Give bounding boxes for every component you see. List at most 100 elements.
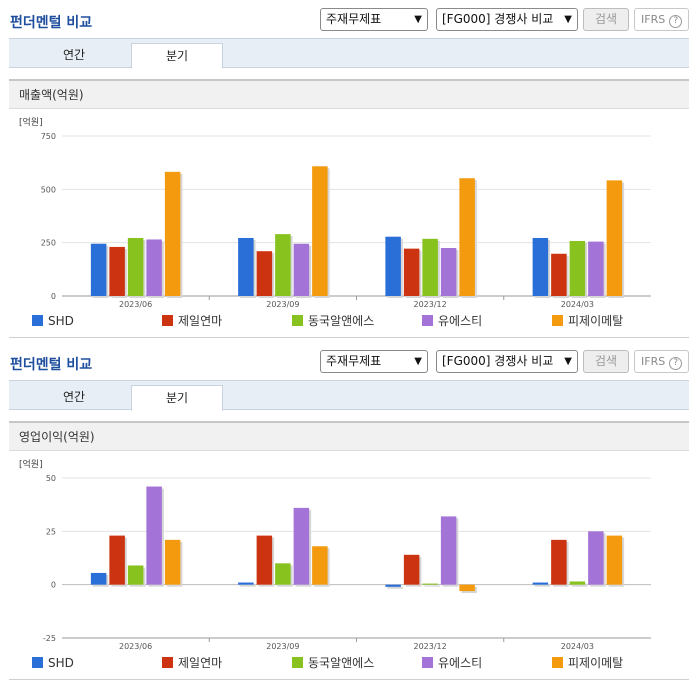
divider	[9, 679, 689, 680]
bar	[256, 251, 273, 296]
bar	[164, 171, 181, 296]
legend-swatch	[292, 657, 303, 668]
legend-label: 제일연마	[178, 656, 223, 670]
ifrs-label: IFRS	[641, 13, 666, 26]
bar	[256, 535, 273, 585]
panel-title: 펀더멘털 비교	[10, 15, 93, 31]
bar	[146, 239, 162, 296]
ifrs-button[interactable]: IFRS?	[634, 8, 689, 31]
tab-annual[interactable]: 연간	[62, 48, 86, 62]
bar-shadow	[571, 583, 588, 587]
bar	[588, 241, 604, 296]
legend-swatch	[422, 315, 433, 326]
ifrs-button[interactable]: IFRS?	[634, 350, 689, 373]
panel-title: 펀더멘털 비교	[10, 357, 93, 373]
bar	[403, 248, 420, 296]
operating-profit-bar-chart: [억원] -25 0 25 50 2023/06 2023/09 2023/12 2024/03	[19, 458, 651, 651]
y-tick-label: 750	[41, 132, 56, 141]
legend-item[interactable]: 동국알앤에스	[292, 655, 374, 671]
x-tick-label: 2024/03	[561, 642, 594, 651]
legend-label: SHD	[48, 314, 74, 328]
y-tick-label: 250	[41, 239, 56, 248]
legend-swatch	[292, 315, 303, 326]
bar	[275, 563, 291, 585]
bar	[422, 583, 438, 585]
x-tick-label: 2023/09	[266, 642, 299, 651]
chart-legend: SHD 제일연마 동국알앤에스 유에스티 피제이메탈	[32, 313, 692, 329]
search-button[interactable]: 검색	[583, 8, 629, 31]
x-tick-label: 2023/12	[414, 300, 447, 309]
legend-item[interactable]: 제일연마	[162, 313, 222, 329]
help-icon: ?	[669, 357, 683, 370]
legend-label: 피제이메탈	[568, 314, 624, 328]
bar-shadow	[424, 585, 440, 587]
legend-label: 동국알앤에스	[308, 314, 375, 328]
x-tick-label: 2023/12	[414, 642, 447, 651]
legend-swatch	[422, 657, 433, 668]
bar-shadow	[240, 584, 256, 587]
bar	[127, 565, 144, 585]
bar	[238, 582, 254, 585]
bar	[532, 237, 549, 296]
bar	[90, 572, 107, 585]
tab-quarterly[interactable]: 분기	[131, 43, 223, 69]
peer-select[interactable]: [FG000] 경쟁사 비교 ▼	[436, 8, 578, 31]
unit-label: [억원]	[19, 116, 43, 128]
divider	[9, 337, 689, 338]
bar	[127, 237, 144, 296]
legend-item[interactable]: 제일연마	[162, 655, 222, 671]
chevron-down-icon: ▼	[414, 356, 422, 367]
legend-label: 유에스티	[438, 314, 483, 328]
section-title: 영업이익(억원)	[9, 421, 689, 451]
y-tick-label: 25	[46, 527, 56, 536]
section-title: 매출액(억원)	[9, 79, 689, 109]
legend-item[interactable]: 유에스티	[422, 313, 482, 329]
legend-swatch	[162, 657, 173, 668]
bar	[146, 486, 162, 585]
y-tick-label: 0	[51, 292, 56, 301]
bar	[606, 535, 623, 585]
bar	[385, 584, 401, 587]
bar	[588, 531, 604, 585]
bar	[551, 539, 567, 585]
bar	[164, 539, 181, 585]
tab-annual[interactable]: 연간	[62, 390, 86, 404]
legend-swatch	[552, 657, 563, 668]
bar	[403, 554, 420, 585]
peer-select-value: [FG000] 경쟁사 비교	[442, 354, 554, 368]
bar	[569, 581, 586, 585]
bar	[90, 243, 107, 296]
legend-item[interactable]: 유에스티	[422, 655, 482, 671]
legend-swatch	[162, 315, 173, 326]
bar-shadow	[387, 586, 403, 589]
bar	[459, 584, 475, 592]
legend-item[interactable]: 피제이메탈	[552, 313, 623, 329]
y-tick-label: -25	[43, 634, 56, 643]
legend-item[interactable]: 피제이메탈	[552, 655, 623, 671]
legend-label: 제일연마	[178, 314, 223, 328]
bar	[440, 516, 457, 585]
bar	[275, 234, 291, 296]
legend-item[interactable]: 동국알앤에스	[292, 313, 374, 329]
period-tabs: 연간 분기	[9, 38, 689, 69]
chevron-down-icon: ▼	[564, 14, 572, 25]
bar	[440, 248, 457, 296]
bar	[385, 236, 401, 296]
statement-select-value: 주재무제표	[326, 354, 382, 368]
legend-item[interactable]: SHD	[32, 313, 74, 329]
y-tick-label: 0	[51, 581, 56, 590]
statement-select[interactable]: 주재무제표 ▼	[320, 8, 428, 31]
help-icon: ?	[669, 15, 683, 28]
revenue-bar-chart: [억원] 0 250 500 750 2023/06 2023/09 2023/12 2024/…	[19, 116, 651, 309]
legend-item[interactable]: SHD	[32, 655, 74, 671]
bar-shadow	[534, 584, 551, 587]
tab-quarterly[interactable]: 분기	[131, 385, 223, 411]
statement-select[interactable]: 주재무제표 ▼	[320, 350, 428, 373]
search-button[interactable]: 검색	[583, 350, 629, 373]
x-tick-label: 2024/03	[561, 300, 594, 309]
chevron-down-icon: ▼	[414, 14, 422, 25]
peer-select[interactable]: [FG000] 경쟁사 비교 ▼	[436, 350, 578, 373]
period-tabs: 연간 분기	[9, 380, 689, 411]
panel-operating-profit: 펀더멘털 비교 주재무제표 ▼ [FG000] 경쟁사 비교 ▼ 검색 IFRS…	[0, 342, 696, 684]
bar	[422, 238, 438, 296]
